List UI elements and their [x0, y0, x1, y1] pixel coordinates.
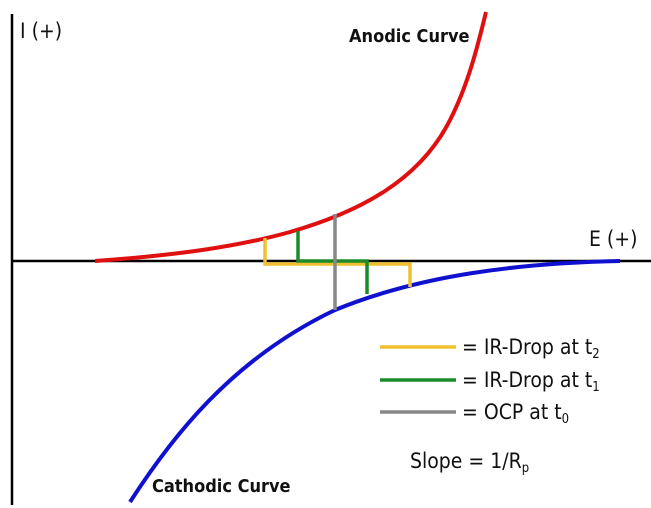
ir-drop-t2 [263, 238, 412, 287]
legend-main: = IR-Drop at t [462, 335, 592, 359]
legend-main: = OCP at t [462, 400, 562, 424]
legend-text: = OCP at t0 [462, 400, 569, 427]
y-axis-label: I (+) [20, 19, 62, 43]
legend-sub: 2 [592, 347, 599, 362]
legend-text: = IR-Drop at t1 [462, 368, 600, 395]
slope-text: Slope = 1/Rp [410, 449, 529, 476]
anodic-curve [94, 11, 488, 263]
legend-main: = IR-Drop at t [462, 368, 592, 392]
legend-sub: 1 [592, 380, 599, 395]
slope-main: Slope = 1/R [410, 449, 522, 473]
legend-text: = IR-Drop at t2 [462, 335, 600, 362]
ir-drop-t1 [296, 231, 369, 294]
x-axis-label: E (+) [589, 227, 638, 251]
legend-sub: 0 [562, 412, 569, 427]
slope-sub: p [522, 461, 529, 476]
cathodic-label: Cathodic Curve [152, 476, 291, 497]
anodic-label: Anodic Curve [349, 26, 470, 47]
